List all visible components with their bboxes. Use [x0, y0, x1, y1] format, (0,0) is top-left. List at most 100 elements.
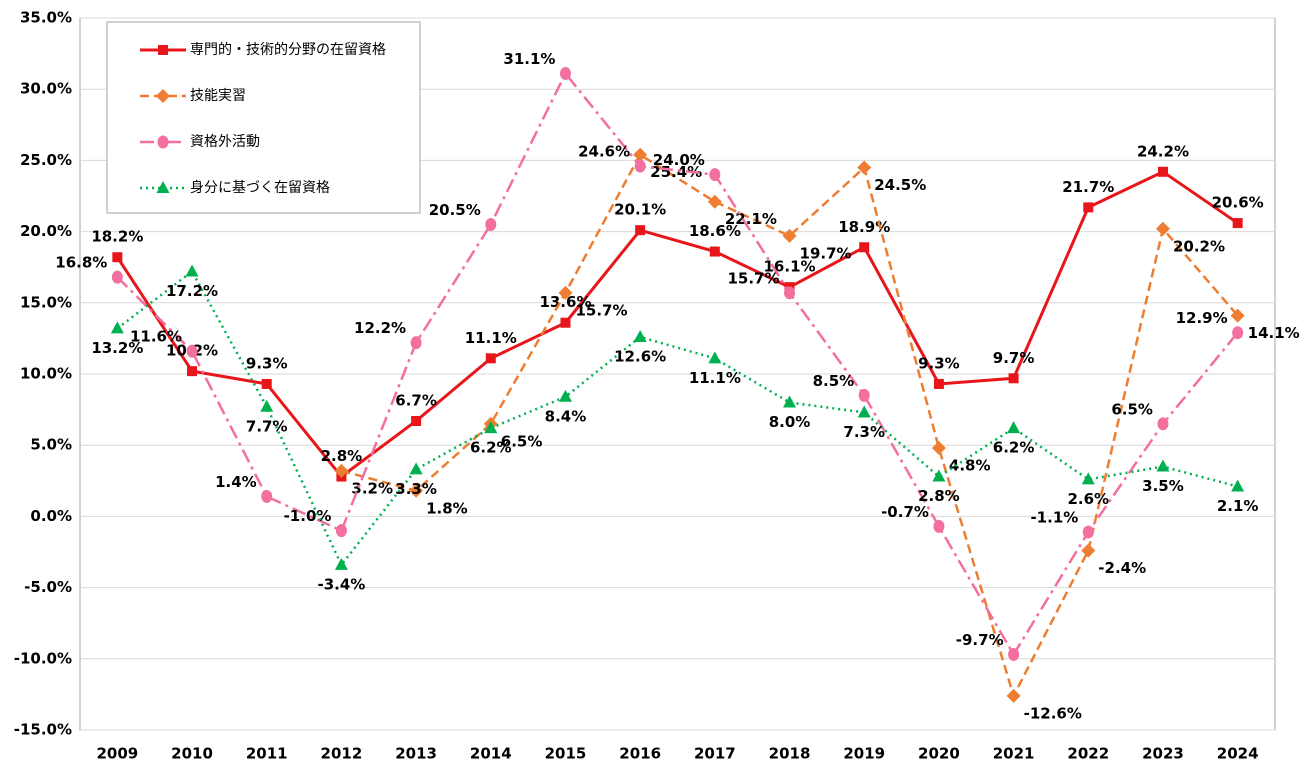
x-tick-label: 2020	[918, 745, 960, 763]
data-label: 21.7%	[1062, 178, 1114, 196]
marker	[409, 462, 423, 475]
data-label: 15.7%	[727, 269, 779, 287]
data-label: 24.6%	[578, 143, 630, 161]
data-label: -0.7%	[881, 503, 929, 521]
y-tick-label: 5.0%	[30, 436, 72, 454]
marker	[1232, 218, 1243, 229]
legend-marker	[157, 135, 169, 149]
data-label: -3.4%	[317, 575, 365, 593]
data-label: 20.5%	[429, 201, 481, 219]
data-label: 8.4%	[545, 407, 587, 425]
marker	[1008, 648, 1020, 662]
x-tick-label: 2013	[395, 745, 437, 763]
marker	[560, 317, 571, 328]
data-label: 6.2%	[993, 439, 1035, 457]
marker	[334, 557, 348, 570]
x-tick-label: 2014	[470, 745, 512, 763]
marker	[857, 405, 871, 418]
marker	[783, 395, 797, 408]
data-label: -1.0%	[284, 507, 332, 525]
data-label: 6.5%	[501, 432, 543, 450]
data-label: 4.8%	[949, 457, 991, 475]
marker	[708, 351, 722, 364]
marker	[335, 524, 347, 538]
x-tick-label: 2024	[1217, 745, 1259, 763]
data-label: 20.1%	[614, 201, 666, 219]
marker	[1006, 688, 1021, 703]
data-label: 7.7%	[246, 417, 288, 435]
marker	[260, 399, 274, 412]
y-tick-label: 0.0%	[30, 507, 72, 525]
marker	[857, 160, 872, 175]
x-tick-label: 2010	[171, 745, 213, 763]
y-tick-label: 35.0%	[20, 9, 72, 27]
data-label: -9.7%	[956, 631, 1004, 649]
marker	[933, 519, 945, 533]
marker	[1157, 417, 1169, 431]
legend-marker	[156, 181, 170, 193]
marker	[261, 378, 272, 389]
data-label: 20.2%	[1173, 237, 1225, 255]
legend-marker	[158, 45, 168, 55]
marker	[633, 147, 648, 162]
marker	[1082, 525, 1094, 539]
data-label: 1.4%	[215, 473, 257, 491]
marker	[707, 194, 722, 209]
x-tick-label: 2009	[96, 745, 138, 763]
data-label: 19.7%	[800, 244, 852, 262]
marker	[185, 264, 199, 277]
marker	[1155, 221, 1170, 236]
data-label: 9.7%	[993, 349, 1035, 367]
data-label: 2.8%	[918, 487, 960, 505]
marker	[1008, 373, 1019, 384]
data-label: 11.6%	[130, 328, 182, 346]
legend-label: 専門的・技術的分野の在留資格	[190, 42, 386, 58]
marker	[1081, 472, 1095, 485]
data-label: 6.5%	[1111, 400, 1153, 418]
x-tick-label: 2021	[993, 745, 1035, 763]
data-label: 9.3%	[918, 354, 960, 372]
data-label: 12.6%	[614, 347, 666, 365]
marker	[932, 469, 946, 482]
data-label: 11.1%	[465, 329, 517, 347]
data-label: 17.2%	[166, 282, 218, 300]
y-tick-label: -5.0%	[24, 578, 72, 596]
marker	[859, 242, 870, 253]
data-label: 22.1%	[725, 210, 777, 228]
marker	[1007, 421, 1021, 434]
data-label: 8.0%	[769, 413, 811, 431]
marker	[409, 483, 424, 498]
legend-marker	[156, 89, 170, 103]
data-label: -2.4%	[1098, 559, 1146, 577]
x-tick-label: 2018	[769, 745, 811, 763]
data-label: 1.8%	[426, 499, 468, 517]
marker	[410, 336, 422, 350]
data-label: 2.8%	[321, 447, 363, 465]
y-tick-label: -10.0%	[14, 649, 72, 667]
y-tick-label: 25.0%	[20, 151, 72, 169]
y-tick-label: 10.0%	[20, 365, 72, 383]
data-label: 16.8%	[55, 254, 107, 272]
marker	[709, 168, 721, 182]
y-tick-label: -15.0%	[14, 721, 72, 739]
marker	[635, 225, 646, 236]
data-label: 9.3%	[246, 354, 288, 372]
marker	[782, 228, 797, 243]
data-label: 13.6%	[539, 293, 591, 311]
data-label: 18.9%	[838, 218, 890, 236]
data-label: 7.3%	[843, 423, 885, 441]
x-tick-label: 2016	[619, 745, 661, 763]
marker	[186, 344, 198, 358]
data-label: 6.7%	[395, 391, 437, 409]
marker	[261, 489, 273, 503]
series-line	[116, 269, 1238, 568]
data-label: 3.2%	[351, 479, 393, 497]
marker	[633, 329, 647, 342]
marker	[485, 217, 497, 231]
x-tick-label: 2012	[321, 745, 363, 763]
marker	[933, 378, 944, 389]
marker	[1083, 202, 1094, 213]
